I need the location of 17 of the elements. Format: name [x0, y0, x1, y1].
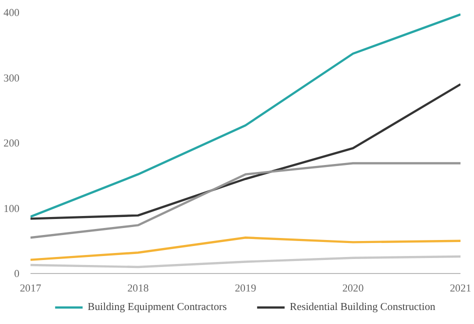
x-tick-label: 2019	[234, 284, 256, 294]
y-tick-label: 300	[4, 73, 20, 84]
y-tick-label: 100	[4, 204, 20, 215]
line-series	[30, 162, 460, 239]
line-series	[30, 13, 460, 218]
x-tick-label: 2017	[20, 284, 42, 294]
legend-label: Residential Building Construction	[290, 301, 436, 313]
y-tick-label: 0	[14, 269, 20, 280]
y-tick-label: 200	[4, 138, 20, 150]
x-tick-label: 2018	[127, 284, 149, 294]
line-series	[30, 255, 460, 268]
x-tick-label: 2020	[342, 284, 364, 294]
y-tick-label: 400	[4, 8, 20, 19]
line-series	[30, 83, 460, 220]
line-series	[30, 236, 460, 261]
x-tick-label: 2021	[450, 284, 472, 294]
legend-label: Building Equipment Contractors	[88, 301, 227, 313]
